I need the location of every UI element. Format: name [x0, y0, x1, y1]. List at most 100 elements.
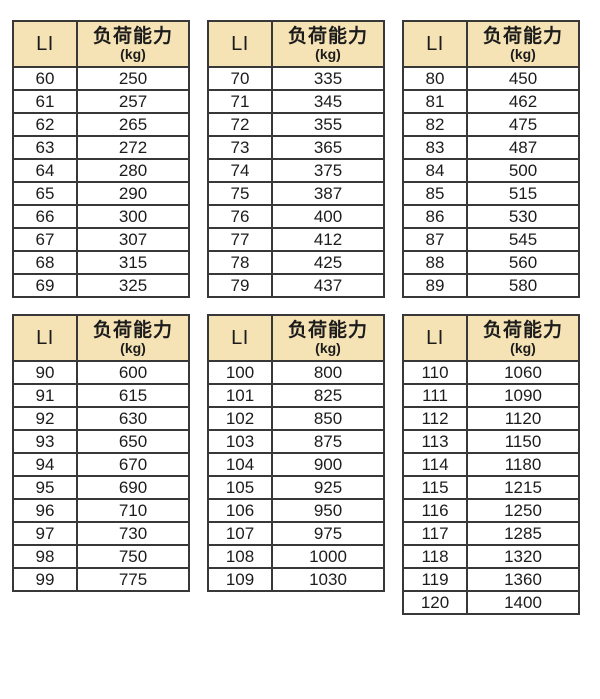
- table-row: 119 1360: [402, 567, 580, 592]
- table-row: 92 630: [12, 406, 190, 431]
- capacity-cell: 387: [271, 181, 385, 206]
- li-cell: 109: [207, 567, 273, 592]
- li-cell: 75: [207, 181, 273, 206]
- li-cell: 79: [207, 273, 273, 298]
- li-header-label: LI: [231, 326, 249, 349]
- capacity-cell: 1180: [466, 452, 580, 477]
- li-cell: 89: [402, 273, 468, 298]
- li-cell: 69: [12, 273, 78, 298]
- li-cell: 113: [402, 429, 468, 454]
- li-cell: 64: [12, 158, 78, 183]
- li-cell: 76: [207, 204, 273, 229]
- capacity-cell: 315: [76, 250, 190, 275]
- capacity-cell: 257: [76, 89, 190, 114]
- table-row: 94 670: [12, 452, 190, 477]
- li-cell: 106: [207, 498, 273, 523]
- table-row: 89 580: [402, 273, 580, 298]
- capacity-cell: 825: [271, 383, 385, 408]
- capacity-cell: 300: [76, 204, 190, 229]
- capacity-unit-label: (kg): [315, 46, 341, 63]
- table-row: 99 775: [12, 567, 190, 592]
- li-header-cell: LI: [207, 20, 273, 68]
- table-row: 116 1250: [402, 498, 580, 523]
- capacity-cell: 307: [76, 227, 190, 252]
- capacity-cell: 1090: [466, 383, 580, 408]
- header-row: LI 负荷能力 (kg): [12, 314, 190, 362]
- li-cell: 60: [12, 66, 78, 91]
- li-cell: 95: [12, 475, 78, 500]
- li-cell: 87: [402, 227, 468, 252]
- load-index-table: LI 负荷能力 (kg) 110 1060 111 1090 112 1120 113 115…: [402, 314, 580, 615]
- capacity-header-label: 负荷能力: [92, 25, 173, 47]
- capacity-cell: 1120: [466, 406, 580, 431]
- table-row: 109 1030: [207, 567, 385, 592]
- capacity-cell: 500: [466, 158, 580, 183]
- capacity-cell: 437: [271, 273, 385, 298]
- capacity-cell: 900: [271, 452, 385, 477]
- capacity-cell: 690: [76, 475, 190, 500]
- li-cell: 94: [12, 452, 78, 477]
- table-row: 103 875: [207, 429, 385, 454]
- capacity-cell: 750: [76, 544, 190, 569]
- capacity-cell: 462: [466, 89, 580, 114]
- capacity-cell: 775: [76, 567, 190, 592]
- capacity-cell: 1150: [466, 429, 580, 454]
- load-index-table: LI 负荷能力 (kg) 90 600 91 615 92 630 93 650 94 670 95…: [12, 314, 190, 592]
- table-row: 100 800: [207, 360, 385, 385]
- capacity-header-label: 负荷能力: [287, 319, 368, 341]
- capacity-cell: 580: [466, 273, 580, 298]
- table-row: 112 1120: [402, 406, 580, 431]
- capacity-header-cell: 负荷能力 (kg): [466, 20, 580, 68]
- table-row: 107 975: [207, 521, 385, 546]
- capacity-cell: 1400: [466, 590, 580, 615]
- table-row: 77 412: [207, 227, 385, 252]
- table-row: 110 1060: [402, 360, 580, 385]
- li-header-cell: LI: [12, 314, 78, 362]
- capacity-unit-label: (kg): [510, 46, 536, 63]
- table-row: 69 325: [12, 273, 190, 298]
- capacity-cell: 545: [466, 227, 580, 252]
- capacity-cell: 250: [76, 66, 190, 91]
- li-cell: 66: [12, 204, 78, 229]
- table-row: 91 615: [12, 383, 190, 408]
- capacity-cell: 560: [466, 250, 580, 275]
- capacity-cell: 650: [76, 429, 190, 454]
- header-row: LI 负荷能力 (kg): [12, 20, 190, 68]
- table-row: 64 280: [12, 158, 190, 183]
- table-row: 84 500: [402, 158, 580, 183]
- table-row: 73 365: [207, 135, 385, 160]
- capacity-cell: 710: [76, 498, 190, 523]
- capacity-header-label: 负荷能力: [482, 319, 563, 341]
- li-header-cell: LI: [12, 20, 78, 68]
- li-cell: 98: [12, 544, 78, 569]
- table-row: 86 530: [402, 204, 580, 229]
- load-index-table: LI 负荷能力 (kg) 60 250 61 257 62 265 63 272 64 280 65…: [12, 20, 190, 298]
- li-cell: 61: [12, 89, 78, 114]
- li-header-label: LI: [426, 326, 444, 349]
- table-row: 62 265: [12, 112, 190, 137]
- table-row: 79 437: [207, 273, 385, 298]
- capacity-header-cell: 负荷能力 (kg): [466, 314, 580, 362]
- capacity-cell: 450: [466, 66, 580, 91]
- li-cell: 90: [12, 360, 78, 385]
- capacity-header-label: 负荷能力: [287, 25, 368, 47]
- capacity-cell: 975: [271, 521, 385, 546]
- capacity-cell: 475: [466, 112, 580, 137]
- table-row: 90 600: [12, 360, 190, 385]
- capacity-cell: 515: [466, 181, 580, 206]
- table-row: 66 300: [12, 204, 190, 229]
- capacity-cell: 875: [271, 429, 385, 454]
- li-header-label: LI: [36, 32, 54, 55]
- li-cell: 118: [402, 544, 468, 569]
- capacity-cell: 800: [271, 360, 385, 385]
- table-body: 70 335 71 345 72 355 73 365 74 375 75 387 76 400 77 412…: [207, 66, 385, 298]
- li-cell: 101: [207, 383, 273, 408]
- li-cell: 115: [402, 475, 468, 500]
- li-cell: 120: [402, 590, 468, 615]
- li-cell: 71: [207, 89, 273, 114]
- capacity-cell: 345: [271, 89, 385, 114]
- capacity-cell: 1215: [466, 475, 580, 500]
- table-row: 80 450: [402, 66, 580, 91]
- table-row: 82 475: [402, 112, 580, 137]
- table-row: 81 462: [402, 89, 580, 114]
